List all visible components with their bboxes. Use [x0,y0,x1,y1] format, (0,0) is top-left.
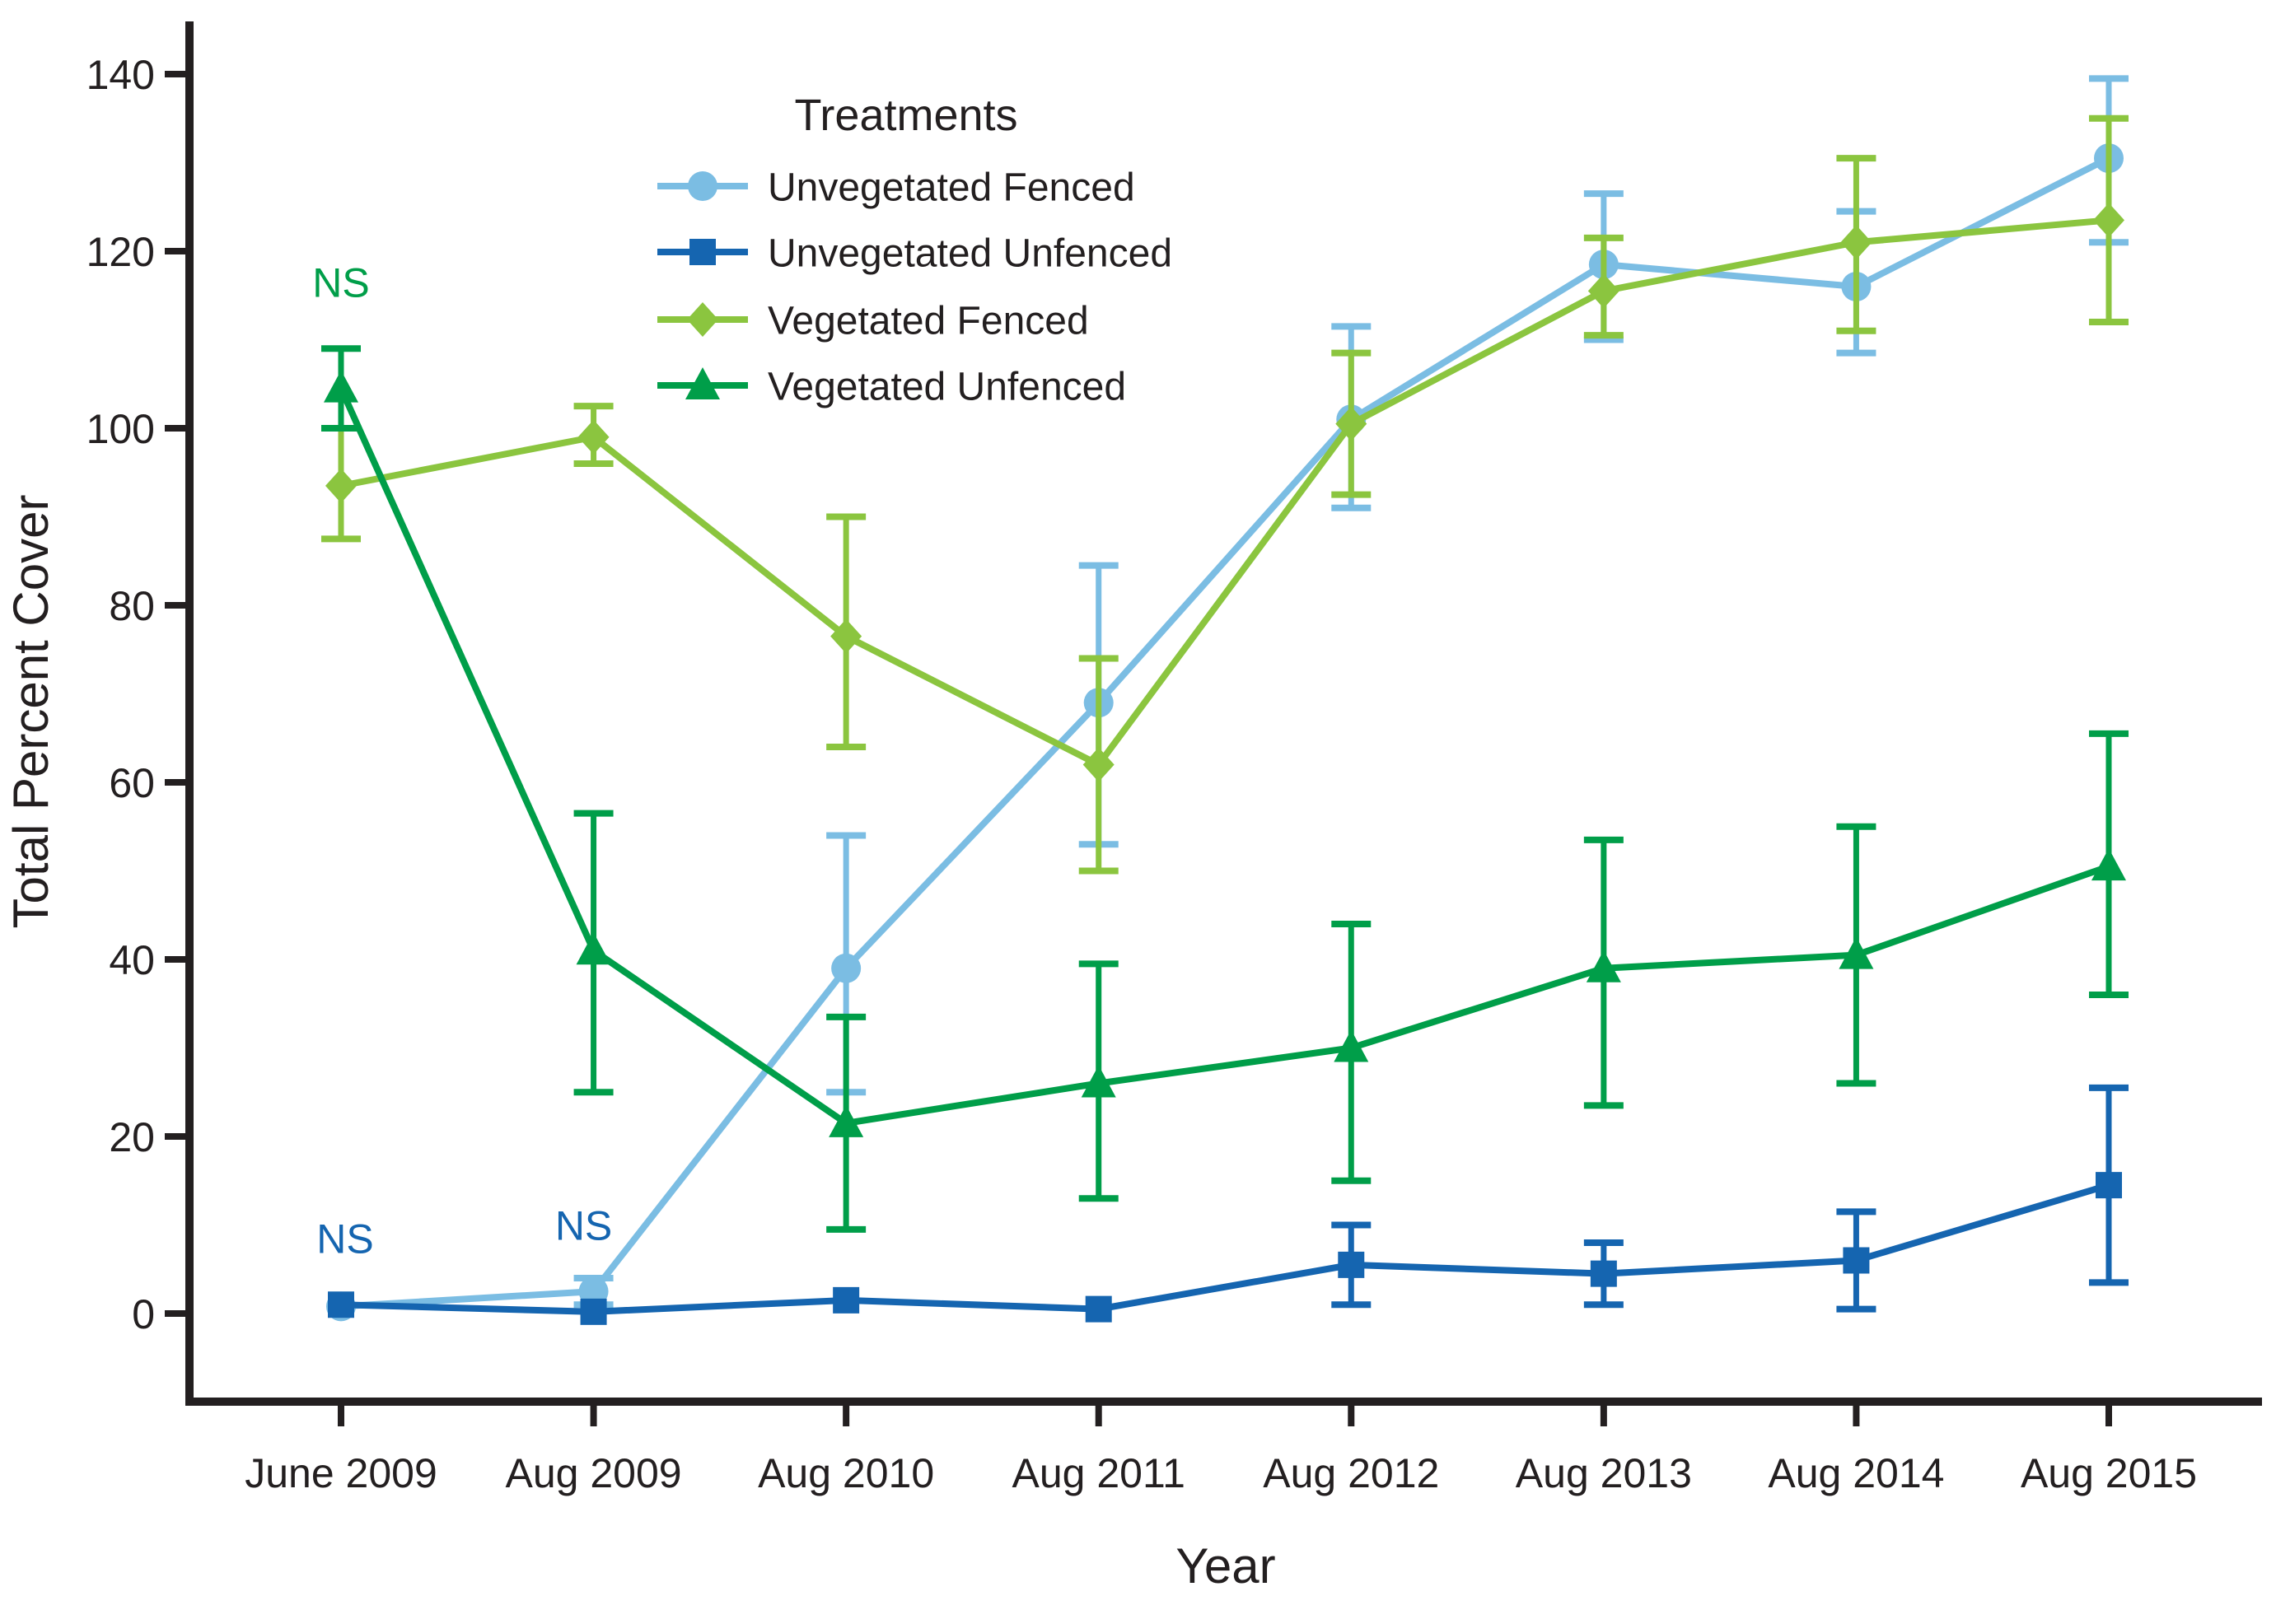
y-axis-title: Total Percent Cover [3,495,58,929]
data-point-marker-square [689,239,716,265]
data-point-marker-triangle [2091,848,2126,881]
data-point-marker-square [580,1298,607,1325]
data-point-marker-diamond [2092,203,2124,238]
data-point-marker-diamond [1840,225,1872,260]
y-axis-tick-label: 40 [109,937,155,983]
y-axis-tick-label: 80 [109,583,155,629]
data-point-marker-diamond [577,419,610,455]
significance-annotation: NS [316,1216,373,1262]
y-axis-tick-label: 120 [86,229,155,275]
series-vegetated-fenced [321,114,2129,875]
series-line [338,386,2110,1127]
y-axis-tick-label: 140 [86,52,155,98]
x-axis-tick-label: Aug 2010 [758,1450,934,1496]
data-point-marker-triangle [829,1104,864,1137]
x-axis-title: Year [1175,1538,1275,1594]
legend-item-label: Vegetated Unfenced [768,365,1126,408]
x-axis-tick-label: Aug 2012 [1263,1450,1439,1496]
y-axis-tick-label: 0 [132,1291,155,1337]
series-vegetated-unfenced [321,345,2129,1233]
data-point-marker-triangle [1081,1065,1116,1098]
data-point-marker-square [2095,1172,2122,1199]
x-axis-tick-label: Aug 2013 [1516,1450,1692,1496]
y-axis-tick-label: 60 [109,760,155,806]
significance-annotation: NS [312,260,369,306]
data-point-marker-square [328,1291,354,1318]
legend-title: Treatments [794,91,1017,140]
data-point-marker-triangle [1586,950,1621,982]
axis-lines [185,21,2262,1406]
data-point-marker-square [1338,1251,1365,1278]
data-point-marker-square [833,1286,860,1314]
data-point-marker-triangle [324,370,358,403]
legend-item-unvegetated-fenced: Unvegetated Fenced [657,166,1135,209]
data-point-marker-square [1590,1260,1617,1287]
legend-item-vegetated-unfenced: Vegetated Unfenced [657,365,1126,408]
x-axis-tick-label: Aug 2014 [1768,1450,1944,1496]
legend-item-vegetated-fenced: Vegetated Fenced [657,299,1089,343]
data-point-marker-triangle [685,367,720,399]
data-point-marker-diamond [325,468,357,503]
legend-item-label: Unvegetated Unfenced [768,231,1172,275]
series-unvegetated-unfenced [328,1084,2129,1325]
significance-annotation: NS [555,1203,612,1249]
legend-item-label: Unvegetated Fenced [768,166,1135,209]
data-point-marker-circle [831,953,862,983]
x-axis-tick-label: Aug 2011 [1012,1450,1185,1496]
data-point-marker-triangle [576,932,611,965]
y-axis-tick-label: 100 [86,406,155,452]
x-axis-tick-label: Aug 2009 [506,1450,682,1496]
data-point-marker-triangle [1839,936,1874,969]
data-point-marker-triangle [1334,1029,1369,1062]
legend-item-unvegetated-unfenced: Unvegetated Unfenced [657,231,1172,275]
x-axis-tick-label: Aug 2015 [2021,1450,2197,1496]
data-point-marker-diamond [1587,273,1619,309]
series-line [340,155,2110,1310]
legend-item-label: Vegetated Fenced [768,299,1089,343]
data-point-marker-diamond [830,618,862,654]
data-point-marker-square [1843,1247,1870,1274]
x-axis-tick-label: June 2009 [245,1450,437,1496]
data-point-marker-diamond [687,302,718,337]
data-point-marker-circle [688,171,717,201]
series-line [340,217,2110,768]
data-point-marker-square [1085,1295,1112,1323]
series-line [340,1182,2110,1315]
y-axis-tick-label: 20 [109,1114,155,1160]
legend: Treatments Unvegetated Fenced Unvegetated … [657,91,1172,408]
data-point-marker-diamond [1082,747,1115,782]
data-point-marker-diamond [1335,406,1367,441]
